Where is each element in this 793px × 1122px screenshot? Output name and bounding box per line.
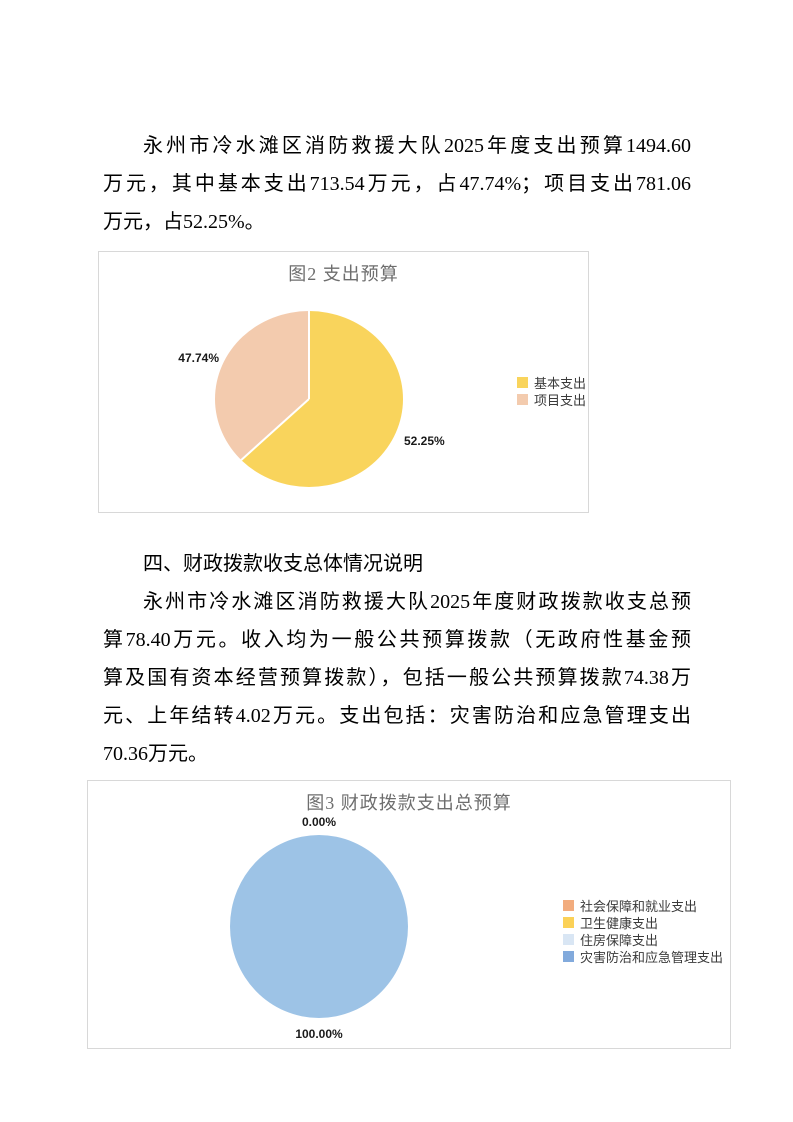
legend-item: 灾害防治和应急管理支出 — [563, 948, 723, 965]
text-line: 万元，占52.25%。 — [103, 211, 265, 233]
text-line: 算78.40万元。收入均为一般公共预算拨款（无政府性基金预 — [103, 629, 691, 651]
data-label-project-expenditure-pct: 52.25% — [404, 434, 445, 448]
text-line: 70.36万元。 — [103, 743, 208, 765]
pie-chart-expenditure — [215, 311, 403, 487]
legend-swatch-basic-expenditure — [517, 377, 528, 388]
legend-swatch-disaster-emergency — [563, 951, 574, 962]
pie-slice-separator — [236, 398, 310, 464]
legend-label: 卫生健康支出 — [580, 916, 659, 931]
chart-figure3-fiscal-appropriation-expenditure: 图3 财政拨款支出总预算 0.00% 100.00% 社会保障和就业支出 卫生健… — [87, 780, 731, 1049]
legend-label: 社会保障和就业支出 — [580, 899, 698, 914]
section-heading: 四、财政拨款收支总体情况说明 — [103, 545, 691, 583]
data-label-basic-expenditure-pct: 47.74% — [178, 351, 219, 365]
section-heading-text: 四、财政拨款收支总体情况说明 — [143, 553, 423, 575]
legend-item: 住房保障支出 — [563, 931, 723, 948]
text-line: 永州市冷水滩区消防救援大队2025年度支出预算1494.60 — [143, 135, 691, 157]
text-line: 元、上年结转4.02万元。支出包括：灾害防治和应急管理支出 — [103, 705, 691, 727]
legend-swatch-social-security — [563, 900, 574, 911]
chart3-title: 图3 财政拨款支出总预算 — [306, 793, 512, 813]
legend-label: 灾害防治和应急管理支出 — [580, 950, 724, 965]
legend-item: 项目支出 — [517, 391, 586, 408]
pie-slice-separator — [308, 311, 310, 399]
legend-item: 社会保障和就业支出 — [563, 897, 723, 914]
legend-label: 基本支出 — [534, 376, 587, 391]
legend-item: 卫生健康支出 — [563, 914, 723, 931]
text-line: 万元，其中基本支出713.54万元，占47.74%；项目支出781.06 — [103, 173, 691, 195]
legend-item: 基本支出 — [517, 374, 586, 391]
legend-swatch-project-expenditure — [517, 394, 528, 405]
paragraph-fiscal-appropriation: 永州市冷水滩区消防救援大队2025年度财政拨款收支总预 算78.40万元。收入均… — [103, 583, 691, 773]
text-line: 算及国有资本经营预算拨款），包括一般公共预算拨款74.38万 — [103, 667, 691, 689]
pie-chart-fiscal-expenditure — [230, 835, 408, 1018]
data-label-zero-pct: 0.00% — [301, 815, 337, 829]
paragraph-expenditure-budget: 永州市冷水滩区消防救援大队2025年度支出预算1494.60 万元，其中基本支出… — [103, 127, 691, 241]
legend-label: 住房保障支出 — [580, 933, 659, 948]
data-label-hundred-pct: 100.00% — [295, 1027, 343, 1041]
legend-swatch-housing — [563, 934, 574, 945]
legend-label: 项目支出 — [534, 393, 587, 408]
text-line: 永州市冷水滩区消防救援大队2025年度财政拨款收支总预 — [143, 591, 691, 613]
chart3-legend: 社会保障和就业支出 卫生健康支出 住房保障支出 灾害防治和应急管理支出 — [563, 897, 723, 965]
legend-swatch-health — [563, 917, 574, 928]
chart-figure2-expenditure-budget: 图2 支出预算 47.74% 52.25% 基本支出 项目支出 — [98, 251, 589, 513]
chart2-legend: 基本支出 项目支出 — [517, 374, 586, 408]
chart2-title: 图2 支出预算 — [288, 264, 399, 284]
